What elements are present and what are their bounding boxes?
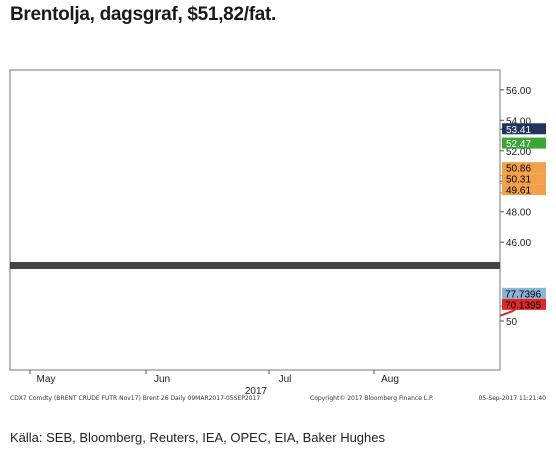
level-tag-label: 50.86 — [506, 164, 531, 175]
y-tick-label: 52.00 — [506, 147, 531, 158]
osc-tick-label: 50 — [506, 317, 518, 328]
osc-tag-box — [502, 298, 546, 310]
osc-tag-box — [502, 287, 546, 299]
x-tick-label: Jun — [154, 374, 170, 385]
level-tag-box — [502, 184, 546, 196]
level-tag-label: 53.41 — [506, 125, 531, 136]
footer-middle: Copyright© 2017 Bloomberg Finance L.P. — [310, 395, 434, 402]
source-note: Källa: SEB, Bloomberg, Reuters, IEA, OPE… — [10, 430, 386, 445]
osc-tag-label: 77.7396 — [505, 289, 542, 300]
year-label: 2017 — [245, 386, 268, 397]
x-tick-label: Aug — [381, 374, 399, 385]
y-tick-label: 46.00 — [506, 238, 531, 249]
level-tag-label: 50.31 — [506, 175, 531, 186]
y-tick-label: 48.00 — [506, 208, 531, 219]
chart-title: Brentolja, dagsgraf, $51,82/fat. — [10, 4, 276, 25]
footer-left: CDX7 Comdty (BRENT CRUDE FUTR Nov17) Bre… — [10, 395, 260, 402]
x-tick-label: Jul — [279, 374, 292, 385]
level-tag-box — [502, 123, 546, 135]
x-tick-label: May — [37, 374, 56, 385]
y-tick-label: 56.00 — [506, 86, 531, 97]
level-tag-label: 49.61 — [506, 186, 531, 197]
axes: 46.0048.0050.0052.0054.0056.0053.4152.47… — [9, 69, 546, 397]
plot-frame — [9, 69, 501, 371]
level-tag-box — [502, 162, 546, 174]
footer-right: 05-Sep-2017 11:21:40 — [479, 395, 547, 402]
level-tag-label: 52.47 — [506, 139, 531, 150]
y-tick-label: 54.00 — [506, 116, 531, 127]
panel-separator — [10, 262, 500, 269]
osc-tag-label: 70.1395 — [505, 300, 542, 311]
level-tag-box — [502, 173, 546, 185]
level-tag-box — [502, 137, 546, 149]
